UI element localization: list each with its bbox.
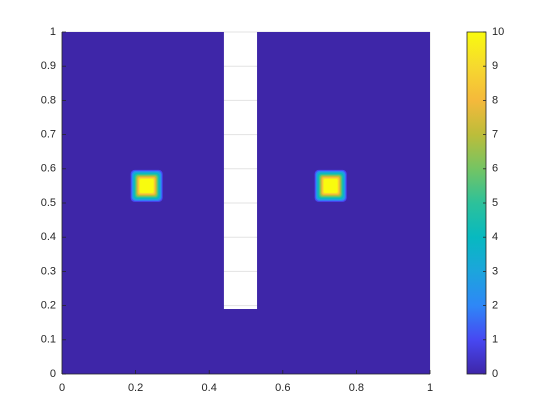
x-tick-label: 0.2	[128, 382, 143, 394]
colorbar-tick-label: 3	[492, 265, 498, 277]
spot	[130, 169, 163, 202]
y-tick-label: 1	[50, 26, 56, 38]
y-tick-label: 0.1	[41, 334, 56, 346]
y-tick-label: 0.3	[41, 265, 56, 277]
y-tick-label: 0.6	[41, 163, 56, 175]
y-tick-label: 0.9	[41, 60, 56, 72]
spot-level	[323, 178, 338, 193]
y-tick-label: 0.8	[41, 94, 56, 106]
x-tick-label: 0.6	[275, 382, 290, 394]
contour-background	[62, 32, 430, 374]
colorbar-tick-label: 8	[492, 94, 498, 106]
colorbar-tick-label: 7	[492, 129, 498, 141]
colorbar-tick-label: 1	[492, 334, 498, 346]
colorbar-tick-label: 6	[492, 163, 498, 175]
x-tick-label: 0.8	[349, 382, 364, 394]
y-tick-label: 0.7	[41, 129, 56, 141]
colorbar-tick-label: 5	[492, 197, 498, 209]
y-tick-label: 0.4	[41, 231, 56, 243]
y-tick-label: 0	[50, 368, 56, 380]
nan-region	[224, 32, 257, 309]
x-tick-label: 0.4	[202, 382, 217, 394]
x-tick-label: 1	[427, 382, 433, 394]
colorbar-tick-label: 4	[492, 231, 498, 243]
y-tick-label: 0.5	[41, 197, 56, 209]
x-tick-label: 0	[59, 382, 65, 394]
spot-level	[139, 178, 154, 193]
y-tick-label: 0.2	[41, 300, 56, 312]
colorbar-tick-label: 9	[492, 60, 498, 72]
colorbar-tick-label: 2	[492, 300, 498, 312]
spot	[314, 169, 347, 202]
colorbar-tick-label: 10	[492, 26, 504, 38]
colorbar-tick-label: 0	[492, 368, 498, 380]
